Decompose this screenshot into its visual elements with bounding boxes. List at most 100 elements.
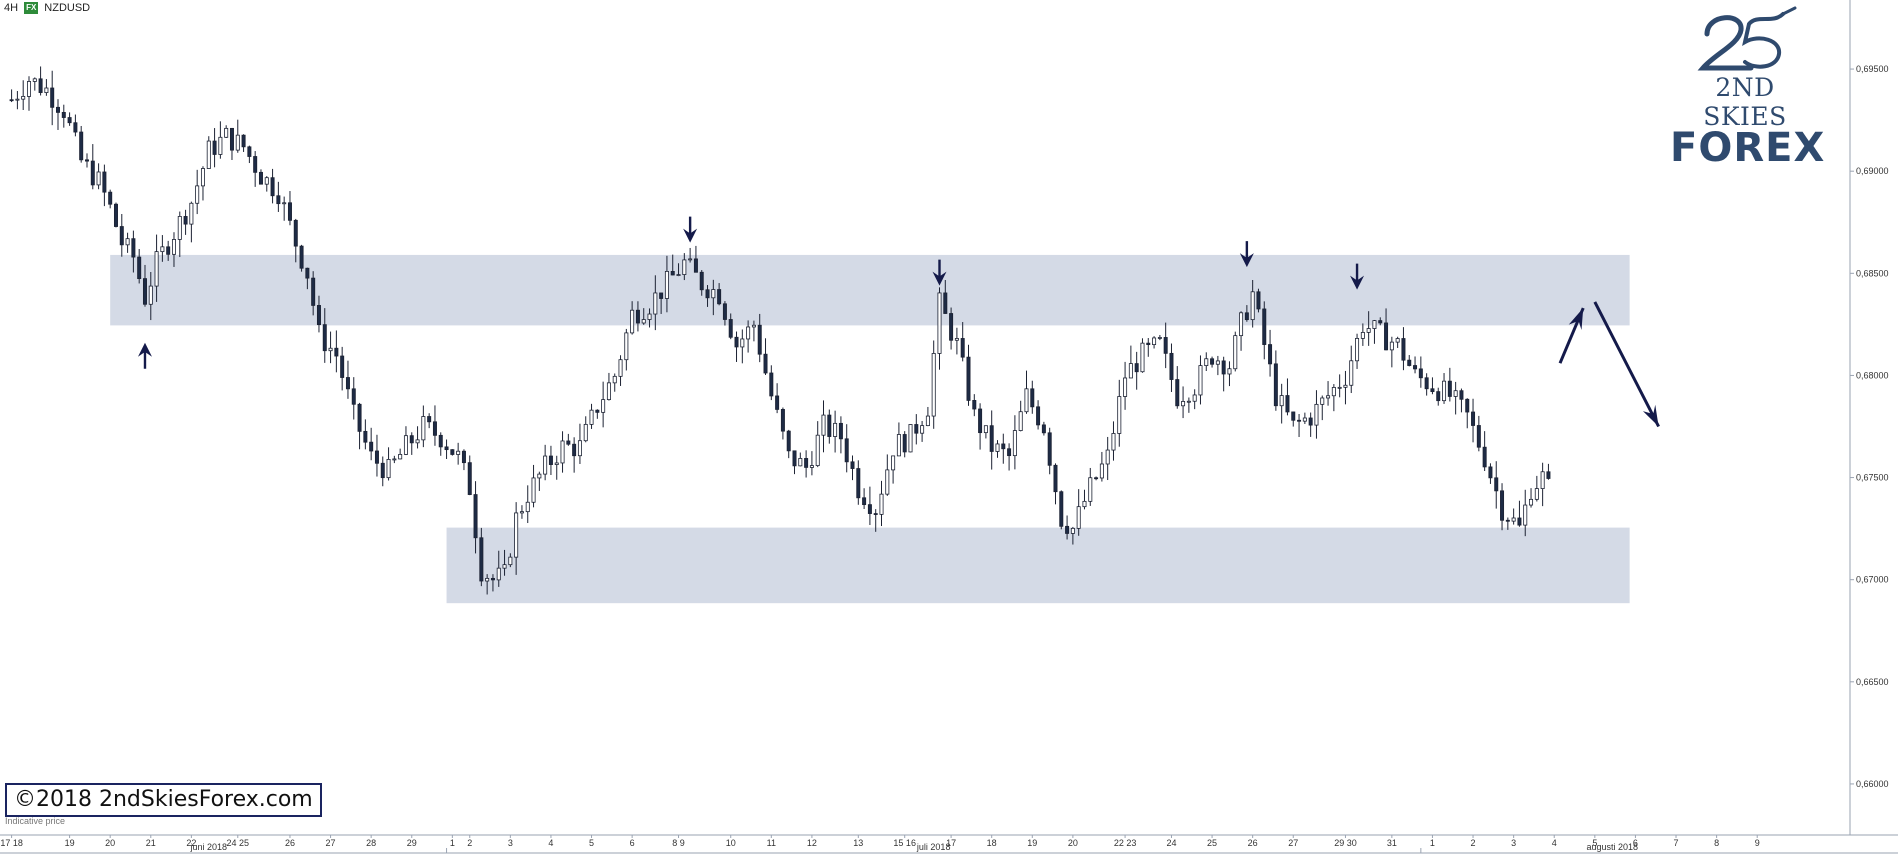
x-tick-label: 24 25 — [227, 838, 250, 848]
candle-body — [1169, 352, 1174, 380]
candle-body — [1262, 308, 1267, 345]
candle-body — [1111, 433, 1116, 451]
candle-body — [508, 556, 513, 566]
candle-body — [554, 462, 559, 465]
candle-body — [1181, 401, 1186, 407]
candle-body — [432, 421, 437, 436]
x-tick-label: 29 — [407, 838, 417, 848]
x-tick-label: 29 30 — [1334, 838, 1357, 848]
candle-body — [1268, 344, 1273, 365]
candle-body — [224, 127, 229, 138]
y-tick-label: 0,66000 — [1856, 779, 1889, 789]
candle-body — [954, 338, 959, 341]
candle-body — [885, 469, 890, 495]
candle-body — [983, 425, 988, 434]
y-tick-label: 0,68000 — [1856, 370, 1889, 380]
candle-body — [9, 99, 14, 102]
x-tick-label: 8 9 — [672, 838, 685, 848]
candle-body — [1349, 360, 1354, 386]
candle-body — [351, 388, 356, 405]
candle-body — [1407, 359, 1412, 366]
arrow-up-icon — [137, 342, 152, 369]
candle-body — [67, 117, 72, 124]
candle-body — [247, 146, 252, 157]
candle-body — [989, 425, 994, 452]
candle-body — [177, 216, 182, 240]
timeframe-label[interactable]: 4H — [4, 2, 19, 14]
x-tick-label: 31 — [1387, 838, 1397, 848]
candle-body — [496, 567, 501, 581]
x-tick-label: 20 — [105, 838, 115, 848]
candle-body — [241, 134, 246, 148]
candle-body — [914, 424, 919, 434]
candle-body — [978, 408, 983, 434]
candle-body — [659, 292, 664, 299]
candle-body — [775, 395, 780, 410]
x-tick-label: 21 — [146, 838, 156, 848]
x-tick-label: 24 — [1166, 838, 1176, 848]
candle-body — [1088, 477, 1093, 502]
candle-body — [1146, 342, 1151, 346]
candle-body — [531, 477, 536, 503]
candle-body — [572, 443, 577, 457]
candle-body — [1401, 338, 1406, 361]
candle-body — [693, 258, 698, 273]
candle-body — [873, 513, 878, 515]
x-tick-label: 20 — [1068, 838, 1078, 848]
candle-body — [525, 501, 530, 513]
candle-body — [1105, 449, 1110, 465]
candle-body — [1012, 430, 1017, 457]
candle-body — [960, 338, 965, 358]
logo-text-top: 2ND SKIES — [1703, 73, 1787, 131]
x-tick-label: 22 — [186, 838, 196, 848]
candle-body — [583, 423, 588, 442]
candle-body — [740, 338, 745, 348]
candle-body — [1424, 377, 1429, 390]
candle-body — [653, 292, 658, 315]
x-tick-label: 6 — [630, 838, 635, 848]
x-tick-label: 4 — [1552, 838, 1557, 848]
x-tick-label: 18 — [987, 838, 997, 848]
candle-body — [264, 177, 269, 185]
candle-body — [137, 256, 142, 280]
candle-body — [61, 111, 66, 118]
arrow-down-icon — [1239, 241, 1254, 268]
x-tick-label: 11 — [767, 838, 776, 848]
candle-body — [166, 246, 171, 255]
candle-body — [415, 439, 420, 444]
candle-body — [891, 455, 896, 471]
candle-body — [566, 440, 571, 445]
candle-body — [1442, 380, 1447, 402]
month-label: juli 2018 — [916, 842, 951, 852]
candle-body — [258, 171, 263, 185]
candle-body — [1204, 358, 1209, 367]
candle-body — [142, 278, 147, 305]
candle-body — [1210, 358, 1215, 365]
candle-body — [1430, 388, 1435, 393]
candle-body — [1134, 363, 1139, 373]
candle-body — [200, 168, 205, 187]
candle-body — [751, 324, 756, 328]
candle-body — [473, 494, 478, 539]
candle-body — [90, 160, 95, 186]
candle-body — [780, 409, 785, 432]
arrow-down-icon — [932, 259, 947, 286]
symbol-label[interactable]: NZDUSD — [44, 2, 91, 14]
candle-body — [340, 355, 345, 378]
candle-body — [537, 473, 542, 479]
candle-body — [1395, 338, 1400, 343]
x-tick-label: 2 — [1471, 838, 1476, 848]
zone-resistance — [110, 254, 1630, 326]
candle-body — [1198, 365, 1203, 396]
candle-body — [131, 238, 136, 258]
candle-body — [363, 430, 368, 443]
candle-body — [84, 159, 89, 162]
candle-body — [195, 185, 200, 204]
candle-body — [1059, 491, 1064, 527]
candle-body — [1302, 417, 1307, 422]
candle-body — [1476, 425, 1481, 448]
candle-body — [920, 425, 925, 434]
candle-body — [1523, 504, 1528, 526]
candle-body — [27, 81, 31, 97]
